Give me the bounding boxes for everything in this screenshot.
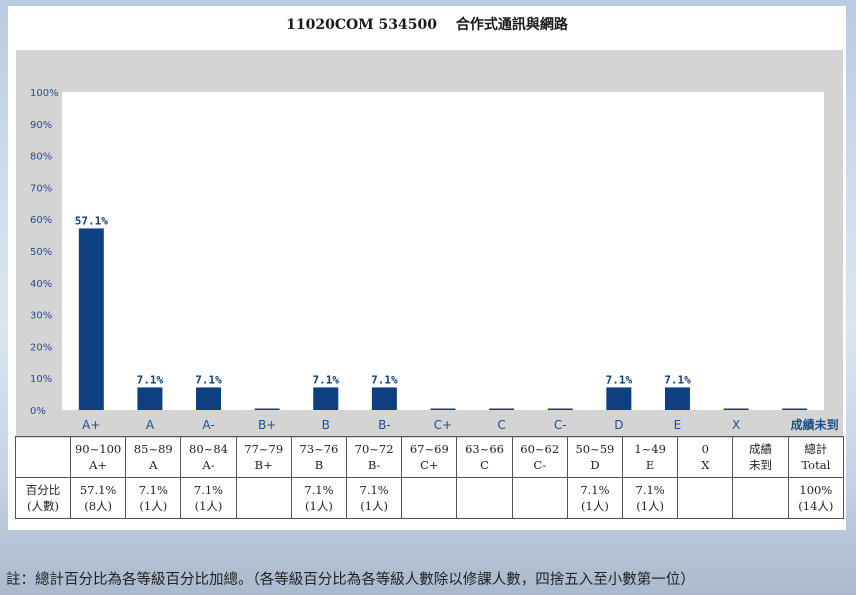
data-label: 7.1% <box>313 373 340 386</box>
x-tick-label: B- <box>378 418 391 432</box>
x-tick-label: A <box>146 418 155 432</box>
bar <box>196 387 222 410</box>
percent-cell: 7.1% (1人) <box>290 477 348 519</box>
y-tick-label: 50% <box>30 247 52 258</box>
bar <box>78 228 104 410</box>
percent-cell <box>732 477 789 519</box>
percent-cell <box>677 477 734 519</box>
footnote: 註：總計百分比為各等級百分比加總。（各等級百分比為各等級人數除以修課人數，四捨五… <box>6 572 695 588</box>
y-tick-label: 10% <box>30 374 52 385</box>
bar <box>371 387 397 410</box>
range-cell: 77~79 B+ <box>235 436 292 478</box>
x-tick-label: A+ <box>82 418 100 432</box>
grade-range-row: 90~100 A+ 85~89 A 80~84 A- 77~79 B+ 73~76 B 7… <box>15 436 845 478</box>
grade-report-panel: 11020COM 534500 合作式通訊與網路 0% 10% 20% 30% 40% 5… <box>8 6 846 530</box>
percent-cell <box>511 477 568 519</box>
bar <box>547 408 573 410</box>
bar <box>137 387 163 410</box>
bar <box>313 387 339 410</box>
percent-cell <box>456 477 513 519</box>
range-cell: 63~66 C <box>456 436 513 478</box>
grade-distribution-chart: 0% 10% 20% 30% 40% 50% 60% 70% 80% 90% 100% 57.1% A+… <box>16 50 843 438</box>
total-percent-cell: 100% (14人) <box>787 477 845 519</box>
range-cell: 67~69 C+ <box>401 436 458 478</box>
data-label: 57.1% <box>75 214 108 227</box>
range-cell: 50~59 D <box>566 436 624 478</box>
total-range-cell: 總計 Total <box>787 436 845 478</box>
x-tick-label: C <box>497 418 505 432</box>
chart-canvas: 0% 10% 20% 30% 40% 50% 60% 70% 80% 90% 100% 57.1% A+… <box>30 88 839 432</box>
y-tick-label: 30% <box>30 311 52 322</box>
y-tick-label: 80% <box>30 152 52 163</box>
percent-cell <box>235 477 292 519</box>
bar <box>664 387 690 410</box>
range-cell: 60~62 C- <box>511 436 568 478</box>
bar <box>606 387 632 410</box>
percent-cell <box>401 477 458 519</box>
percent-cell: 7.1% (1人) <box>180 477 237 519</box>
percent-row: 百分比 (人數) 57.1% (8人) 7.1% (1人) 7.1% (1人) 7.1%… <box>15 477 845 519</box>
grade-table: 90~100 A+ 85~89 A 80~84 A- 77~79 B+ 73~76 B 7… <box>15 436 845 519</box>
x-tick-label: X <box>732 418 740 432</box>
y-tick-label: 40% <box>30 279 52 290</box>
y-tick-label: 90% <box>30 120 52 131</box>
range-cell: 73~76 B <box>290 436 348 478</box>
percent-row-label: 百分比 (人數) <box>15 477 71 519</box>
percent-cell: 7.1% (1人) <box>125 477 182 519</box>
range-cell: 成績 未到 <box>732 436 789 478</box>
plot-area <box>62 92 824 410</box>
x-tick-label: 成績未到 <box>791 417 839 432</box>
percent-cell: 57.1% (8人) <box>69 477 127 519</box>
x-tick-label: A- <box>202 418 214 432</box>
bar <box>430 408 456 410</box>
x-tick-label: B+ <box>258 418 276 432</box>
percent-cell: 7.1% (1人) <box>566 477 624 519</box>
data-label: 7.1% <box>664 373 691 386</box>
y-tick-label: 20% <box>30 342 52 353</box>
x-tick-label: C+ <box>434 418 452 432</box>
bar <box>254 408 280 410</box>
y-tick-label: 60% <box>30 215 52 226</box>
y-tick-label: 0% <box>30 406 46 417</box>
x-tick-label: D <box>614 418 623 432</box>
x-tick-label: B <box>322 418 330 432</box>
bar <box>489 408 515 410</box>
percent-cell: 7.1% (1人) <box>346 477 403 519</box>
data-label: 7.1% <box>606 373 633 386</box>
x-tick-label: C- <box>554 418 567 432</box>
range-cell: 70~72 B- <box>346 436 403 478</box>
range-cell: 90~100 A+ <box>69 436 127 478</box>
data-label: 7.1% <box>137 373 164 386</box>
range-cell: 1~49 E <box>622 436 679 478</box>
bar <box>723 408 749 410</box>
y-tick-label: 70% <box>30 183 52 194</box>
data-label: 7.1% <box>371 373 398 386</box>
report-title: 11020COM 534500 合作式通訊與網路 <box>286 17 568 33</box>
bar <box>782 408 808 410</box>
percent-cell: 7.1% (1人) <box>622 477 679 519</box>
range-cell: 85~89 A <box>125 436 182 478</box>
table-corner-cell <box>15 436 71 478</box>
data-label: 7.1% <box>195 373 222 386</box>
y-tick-label: 100% <box>30 88 59 99</box>
x-tick-label: E <box>674 418 682 432</box>
range-cell: 80~84 A- <box>180 436 237 478</box>
